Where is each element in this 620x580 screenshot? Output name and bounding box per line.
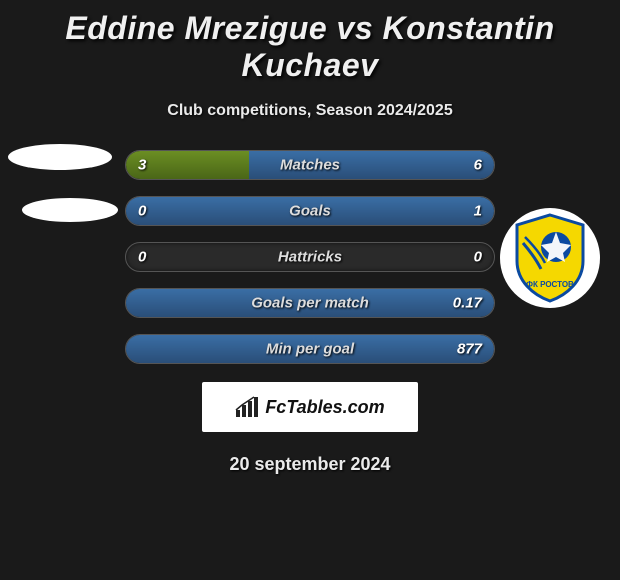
- stat-label: Goals: [289, 203, 331, 220]
- stat-value-left: 3: [138, 157, 146, 174]
- club-crest-icon: ФК РОСТОВ: [511, 213, 589, 303]
- stat-label: Min per goal: [266, 341, 354, 358]
- stat-label: Goals per match: [251, 295, 369, 312]
- stat-row: Min per goal 877: [125, 334, 495, 364]
- svg-text:ФК РОСТОВ: ФК РОСТОВ: [526, 280, 574, 289]
- stat-value-right: 6: [474, 157, 482, 174]
- brand-box: FcTables.com: [202, 382, 418, 432]
- stat-label: Matches: [280, 157, 340, 174]
- stat-rows: 3 Matches 6 0 Goals 1 0 Hattricks 0 Goals per mat…: [125, 150, 495, 364]
- left-ellipse-2: [22, 198, 118, 222]
- stat-row: Goals per match 0.17: [125, 288, 495, 318]
- date-text: 20 september 2024: [0, 454, 620, 475]
- brand-chart-icon: [235, 396, 259, 418]
- brand-text: FcTables.com: [265, 397, 384, 418]
- stat-value-left: 0: [138, 203, 146, 220]
- comparison-area: ФК РОСТОВ 3 Matches 6 0 Goals 1 0 Hattricks 0 Goa…: [0, 150, 620, 475]
- stat-row: 0 Goals 1: [125, 196, 495, 226]
- page-title: Eddine Mrezigue vs Konstantin Kuchaev: [0, 0, 620, 84]
- left-player-shapes: [8, 144, 118, 250]
- stat-value-right: 0.17: [453, 295, 482, 312]
- stat-row: 3 Matches 6: [125, 150, 495, 180]
- stat-value-right: 877: [457, 341, 482, 358]
- stat-value-left: 0: [138, 249, 146, 266]
- right-club-badge: ФК РОСТОВ: [500, 208, 600, 308]
- subtitle: Club competitions, Season 2024/2025: [0, 102, 620, 120]
- left-ellipse-1: [8, 144, 112, 170]
- stat-value-right: 1: [474, 203, 482, 220]
- stat-label: Hattricks: [278, 249, 342, 266]
- stat-value-right: 0: [474, 249, 482, 266]
- stat-row: 0 Hattricks 0: [125, 242, 495, 272]
